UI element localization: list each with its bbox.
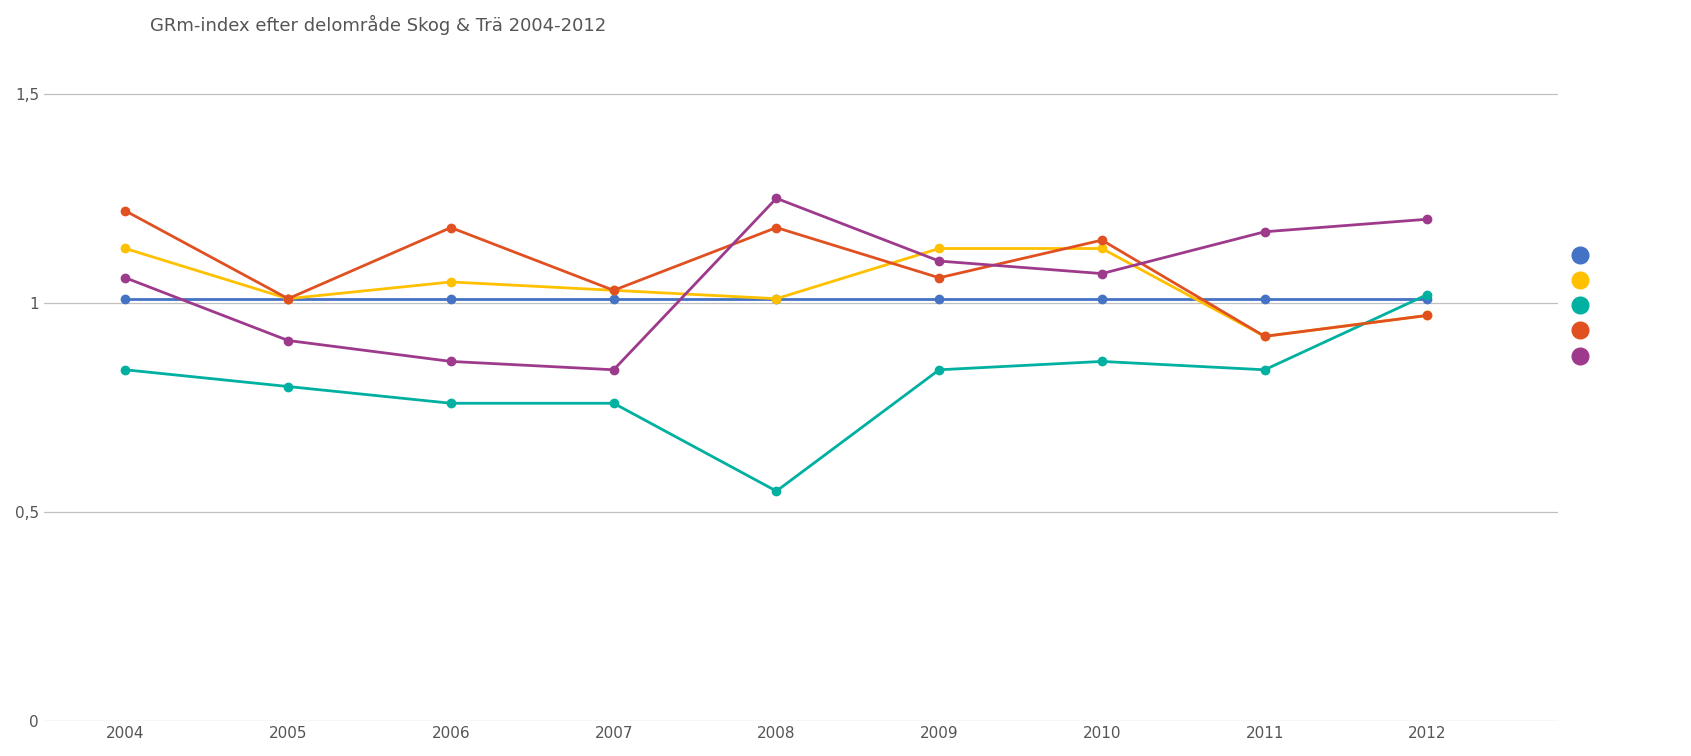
Text: GRm-index efter delområde Skog & Trä 2004-2012: GRm-index efter delområde Skog & Trä 200…: [150, 15, 605, 35]
